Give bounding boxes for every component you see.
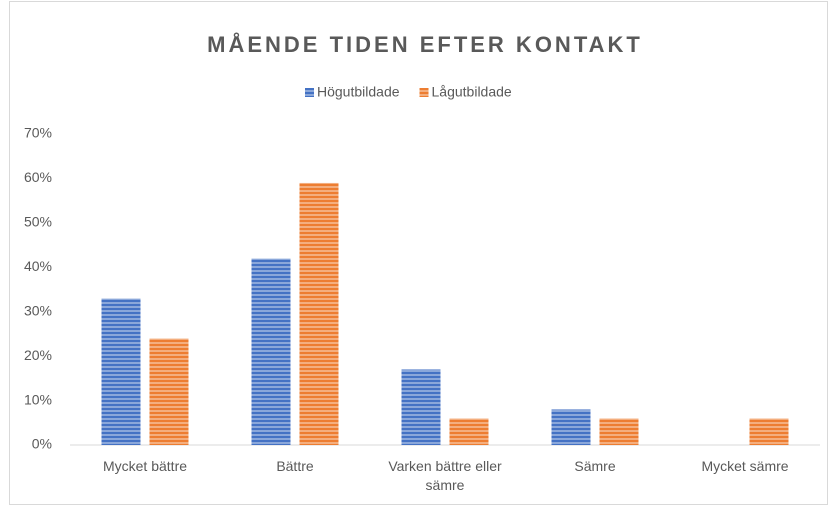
x-tick-label: Bättre <box>276 458 314 474</box>
legend-label: Lågutbildade <box>432 84 512 100</box>
y-tick-label: 60% <box>24 169 52 185</box>
x-tick-label: Mycket bättre <box>102 458 188 474</box>
bar <box>599 418 639 445</box>
bar <box>101 298 141 445</box>
bar <box>749 418 789 445</box>
y-tick-label: 40% <box>24 258 52 274</box>
y-tick-label: 50% <box>24 214 52 230</box>
x-tick-label: Varken bättre eller sämre <box>388 458 502 493</box>
bar <box>251 258 291 445</box>
x-tick-label: Mycket sämre <box>701 458 789 474</box>
y-tick-label: 0% <box>32 436 52 452</box>
legend-swatch <box>419 88 429 97</box>
y-tick-label: 70% <box>24 125 52 141</box>
chart-title: MÅENDE TIDEN EFTER KONTAKT <box>207 31 643 57</box>
legend-swatch <box>305 88 314 97</box>
y-tick-label: 20% <box>24 347 52 363</box>
y-tick-label: 10% <box>24 391 52 407</box>
x-tick-label: Sämre <box>574 458 616 474</box>
bar <box>299 182 339 445</box>
bar <box>401 369 441 445</box>
bar <box>551 409 591 445</box>
y-tick-label: 30% <box>24 302 52 318</box>
bar <box>149 338 189 445</box>
legend-label: Högutbildade <box>317 84 400 100</box>
bar <box>449 418 489 445</box>
